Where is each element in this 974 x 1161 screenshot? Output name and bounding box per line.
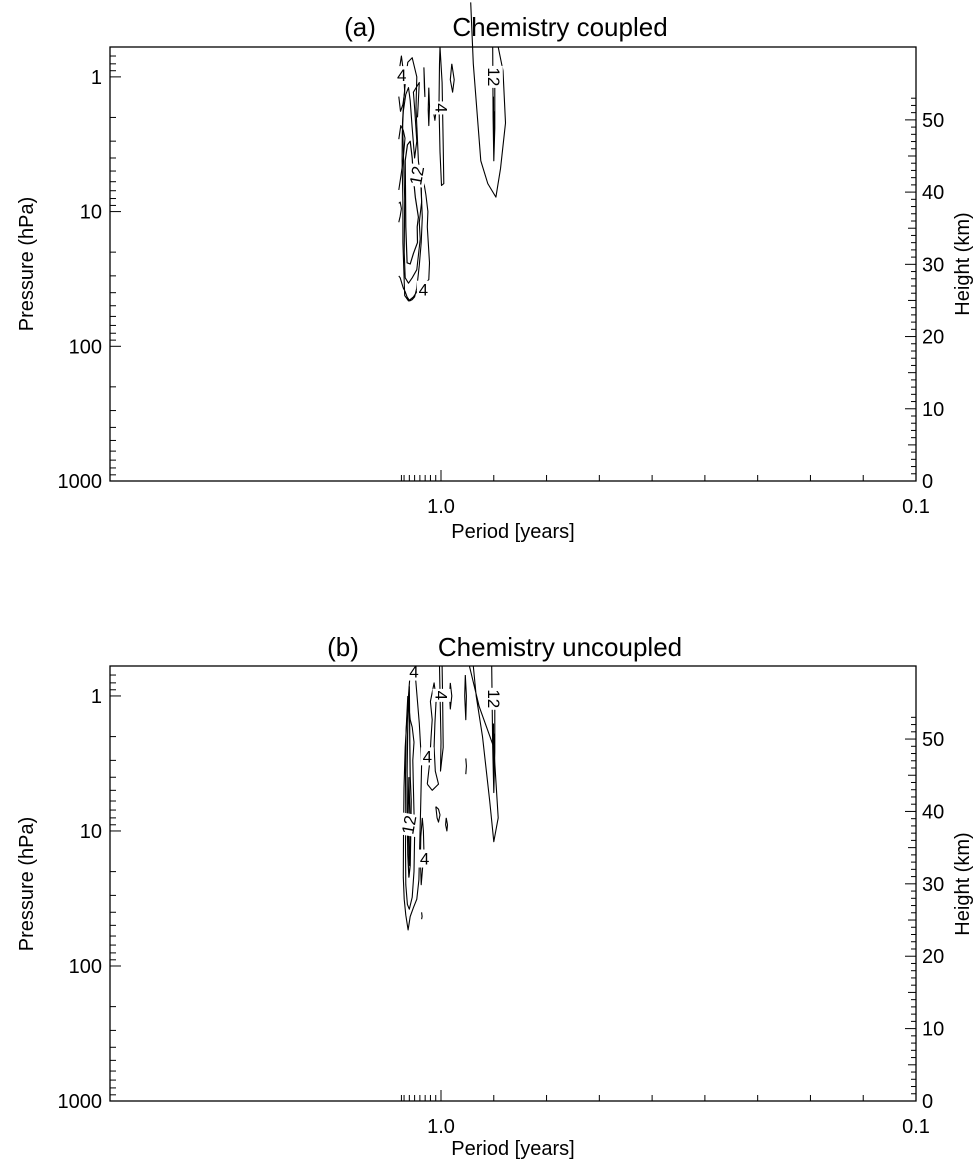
height-tick-label: 40 [922,801,944,823]
contour-label: 12 [398,814,420,836]
height-tick-label: 0 [922,1091,933,1113]
height-tick-label: 10 [922,1019,944,1041]
contour-label: 4 [409,663,418,682]
period-tick-label: 1.0 [427,1116,455,1138]
pressure-tick-label: 10 [80,821,102,843]
contour-label: 12 [484,689,503,708]
contour-label-background [484,687,503,710]
period-tick-label: 0.1 [902,496,930,518]
contour-label: 12 [484,67,503,86]
period-tick-label: 1.0 [427,496,455,518]
pressure-tick-label: 100 [69,956,102,978]
contour-line-level-4 [449,63,455,93]
height-tick-label: 40 [922,182,944,204]
plot-frame [109,665,917,1102]
y2-axis-label: Height (km) [952,212,974,315]
period-axis: 1.0 0.1 [400,1090,930,1138]
contour-label: 4 [397,66,406,85]
height-tick-label: 10 [922,399,944,421]
height-tick-label: 50 [922,110,944,132]
contour-line-level-4 [419,817,425,886]
contour-line-level-4 [398,125,406,190]
contour-line-level-4 [435,806,441,823]
contour-label: 4 [420,850,429,869]
height-tick-label: 20 [922,946,944,968]
height-tick-label: 20 [922,327,944,349]
contour-line-level-4 [468,665,499,843]
contour-line-level-8 [491,665,496,794]
x-axis-label: Period [years] [451,521,574,543]
contour-label-background [398,812,420,838]
plot-frame [109,46,917,482]
x-axis-label: Period [years] [451,1138,574,1160]
height-axis: 0 10 20 30 40 50 [905,97,944,493]
contour-line-level-8 [404,695,416,910]
pressure-tick-label: 10 [80,202,102,224]
contour-lines [402,665,499,931]
contour-label-background [432,101,451,115]
height-tick-label: 0 [922,471,933,493]
contour-line-level-12 [404,140,419,265]
period-tick-label: 0.1 [902,1116,930,1138]
contour-line-level-12 [492,723,495,771]
pressure-axis: 1 10 100 1000 [58,665,121,1113]
pressure-tick-label: 1 [91,67,102,89]
contour-line-level-4 [423,67,426,98]
contour-label-background [405,163,428,188]
contour-line-level-4 [464,674,467,721]
height-tick-label: 50 [922,729,944,751]
pressure-tick-label: 1 [91,686,102,708]
contour-label-background [432,688,451,702]
height-tick-label: 30 [922,254,944,276]
contour-line-level-12 [492,96,495,146]
contour-line-level-8 [401,57,423,284]
panel-title: Chemistry coupled [452,12,667,42]
contour-label: 4 [419,281,428,300]
contour-label: 4 [432,103,451,112]
contour-line-level-4 [427,87,431,127]
pressure-tick-label: 1000 [58,1091,103,1113]
contour-label-background [484,65,503,88]
contour-line-level-4 [438,46,445,187]
contour-line-level-4 [398,201,402,223]
contour-labels: 4 12 4 4 12 [395,65,503,300]
pressure-tick-label: 100 [69,336,102,358]
contour-line-level-4 [470,2,507,198]
contour-line-level-4 [465,758,467,775]
height-tick-label: 30 [922,874,944,896]
height-axis: 0 10 20 30 40 50 [905,716,944,1113]
contour-label-background [420,747,434,766]
y2-axis-label: Height (km) [952,832,974,935]
contour-line-level-4 [438,665,444,772]
contour-line-level-4 [398,81,431,302]
panel-label: (b) [327,632,359,662]
contour-lines [398,2,507,302]
contour-line-level-4 [445,817,449,832]
pressure-tick-label: 1000 [58,471,103,493]
pressure-axis: 1 10 100 1000 [58,46,121,493]
contour-label-background [418,849,432,868]
contour-label-background [416,280,430,299]
contour-line-level-4 [402,665,423,931]
panel-title: Chemistry uncoupled [438,632,682,662]
contour-label: 12 [406,165,428,187]
contour-label-background [407,662,421,681]
period-axis: 1.0 0.1 [400,470,930,518]
panel-label: (a) [344,12,376,42]
contour-line-level-12 [406,686,412,878]
contour-line-level-8 [492,46,496,162]
contour-line-level-4 [421,912,423,920]
contour-label: 4 [432,691,451,700]
contour-label-background [395,66,409,85]
y-axis-label: Pressure (hPa) [16,197,38,332]
y-axis-label: Pressure (hPa) [16,817,38,952]
contour-label: 4 [423,747,432,766]
